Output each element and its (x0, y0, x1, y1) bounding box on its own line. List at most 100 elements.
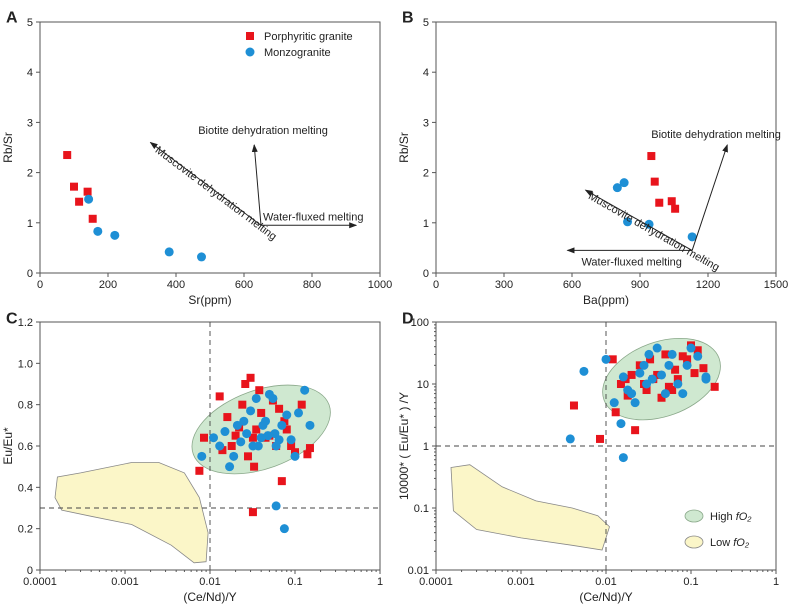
panel-a-porphyritic-granite-point (88, 214, 97, 223)
panel-d-porphyritic-granite-point (627, 370, 636, 379)
panel-a-porphyritic-granite-point (70, 182, 78, 191)
panel-d-y-tick-label: 0.01 (408, 565, 429, 577)
panel-c-porphyritic-granite-point (275, 404, 284, 413)
panel-d-region-low-fo2 (450, 464, 610, 551)
panel-d-monzogranite-point (673, 379, 683, 389)
panel-b-y-tick-label: 2 (423, 168, 429, 180)
panel-b-letter: B (402, 9, 414, 26)
panel-c-porphyritic-granite-point (252, 425, 261, 434)
panel-d-y-tick-label: 100 (411, 317, 429, 329)
panel-c-porphyritic-granite-point (244, 452, 253, 461)
panel-c-porphyritic-granite-point (238, 400, 247, 409)
panel-c-y-tick-label: 0.6 (18, 441, 33, 453)
panel-d-monzogranite-point (664, 360, 674, 370)
panel-d-y-tick-label: 0.1 (414, 503, 429, 515)
panel-a-x-tick-label: 400 (167, 279, 185, 291)
panel-c-porphyritic-granite-point (248, 508, 257, 517)
panel-c-monzogranite-point (197, 451, 207, 461)
panel-b-y-tick-label: 5 (423, 17, 429, 29)
panel-b-x-tick-label: 900 (631, 279, 649, 291)
panel-c-porphyritic-granite-point (195, 466, 204, 475)
panel-a-y-axis-label: Rb/Sr (1, 132, 15, 163)
panel-b-monzogranite-point (644, 219, 654, 229)
panel-a-arrow-label: Biotite dehydration melting (198, 125, 328, 137)
panel-d-monzogranite-point (616, 419, 626, 429)
panel-d-porphyritic-granite-point (611, 408, 620, 417)
panel-a-arrow (251, 143, 262, 226)
panel-d-monzogranite-point (609, 398, 619, 408)
panel-a-y-tick-label: 5 (27, 17, 33, 29)
panel-c-porphyritic-granite-point (200, 433, 209, 442)
panel-d-monzogranite-point (686, 343, 696, 353)
panel-c-porphyritic-granite-point (215, 392, 224, 401)
panel-b-x-tick-label: 0 (433, 279, 439, 291)
panel-d-porphyritic-granite-point (671, 365, 680, 374)
panel-c-porphyritic-granite-point (280, 417, 289, 426)
panel-d-porphyritic-granite-point (683, 355, 692, 364)
panel-c-porphyritic-granite-point (257, 408, 266, 417)
panel-b-plot-frame (435, 21, 777, 274)
panel-c-porphyritic-granite-point (231, 431, 240, 440)
panel-b-monzogranite-point (619, 178, 629, 188)
panel-d-porphyritic-granite-point (569, 401, 578, 410)
panel-d-porphyritic-granite-point (631, 426, 640, 435)
panel-c-monzogranite-point (229, 451, 239, 461)
panel-c-monzogranite-point (300, 385, 310, 395)
panel-a-plot-frame (39, 21, 381, 274)
panel-a-x-tick-label: 1000 (368, 279, 392, 291)
panel-b-arrow (691, 144, 728, 251)
panel-c-porphyritic-granite-point (218, 446, 227, 455)
panel-d-monzogranite-point (652, 343, 662, 353)
panel-c-monzogranite-point (261, 416, 271, 426)
panel-c-monzogranite-point (242, 429, 252, 439)
panel-d-monzogranite-point (635, 368, 645, 378)
panel-c-y-tick-label: 0 (27, 565, 33, 577)
panel-c-letter: C (6, 310, 18, 327)
panel-c-monzogranite-point (271, 501, 281, 511)
panel-b-y-axis-label: Rb/Sr (397, 132, 411, 163)
panel-d-monzogranite-point (618, 372, 628, 382)
panel-d-porphyritic-granite-point (699, 364, 708, 373)
panel-c-region-low-fo2 (54, 462, 209, 564)
panel-a-monzogranite-point (93, 226, 103, 236)
panel-c-monzogranite-point (294, 408, 304, 418)
panel-d-monzogranite-point (579, 366, 589, 376)
panel-b-porphyritic-granite-point (650, 177, 659, 186)
legend-low-fo2-swatch (684, 535, 704, 549)
panel-c-x-tick-label: 1 (377, 576, 383, 588)
panel-a-x-tick-label: 0 (37, 279, 43, 291)
panel-d-porphyritic-granite-point (608, 355, 617, 364)
panel-d-monzogranite-point (647, 374, 657, 384)
panel-b-porphyritic-granite-point (671, 204, 680, 213)
panel-b-x-tick-label: 300 (495, 279, 513, 291)
panel-d-y-tick-label: 10 (417, 379, 429, 391)
panel-c-porphyritic-granite-point (297, 400, 306, 409)
panel-c-porphyritic-granite-point (305, 444, 314, 453)
panel-c-monzogranite-point (279, 524, 289, 534)
panel-c-monzogranite-point (225, 462, 235, 472)
legend-porphyritic-swatch (246, 32, 254, 40)
panel-a-y-tick-label: 3 (27, 117, 33, 129)
legend-monzogranite-swatch (245, 47, 255, 57)
panel-c-y-axis-label: Eu/Eu* (1, 427, 15, 465)
panel-b-arrow (584, 189, 693, 251)
panel-b-y-tick-label: 4 (423, 67, 429, 79)
panel-d-y-tick-label: 1 (423, 441, 429, 453)
legend-high-fo2-label: High fO₂ (710, 511, 752, 523)
legend-high-fo2-swatch (684, 509, 704, 523)
panel-a-arrow (149, 141, 262, 226)
panel-d-monzogranite-point (618, 453, 628, 463)
panel-c-monzogranite-point (239, 416, 249, 426)
panel-b-monzogranite-point (687, 232, 697, 242)
panel-c-monzogranite-point (286, 435, 296, 445)
panel-d-monzogranite-point (627, 389, 637, 399)
panel-d-porphyritic-granite-point (616, 380, 625, 388)
panel-a-porphyritic-granite-point (63, 151, 72, 160)
panel-a-porphyritic-granite-point (75, 197, 84, 206)
panel-c-porphyritic-granite-point (223, 413, 232, 422)
panel-b-y-tick-label: 3 (423, 117, 429, 129)
panel-a-porphyritic-granite-point (83, 187, 92, 196)
panel-c-x-tick-label: 0.01 (199, 576, 220, 588)
panel-c-x-tick-label: 0.001 (111, 576, 139, 588)
